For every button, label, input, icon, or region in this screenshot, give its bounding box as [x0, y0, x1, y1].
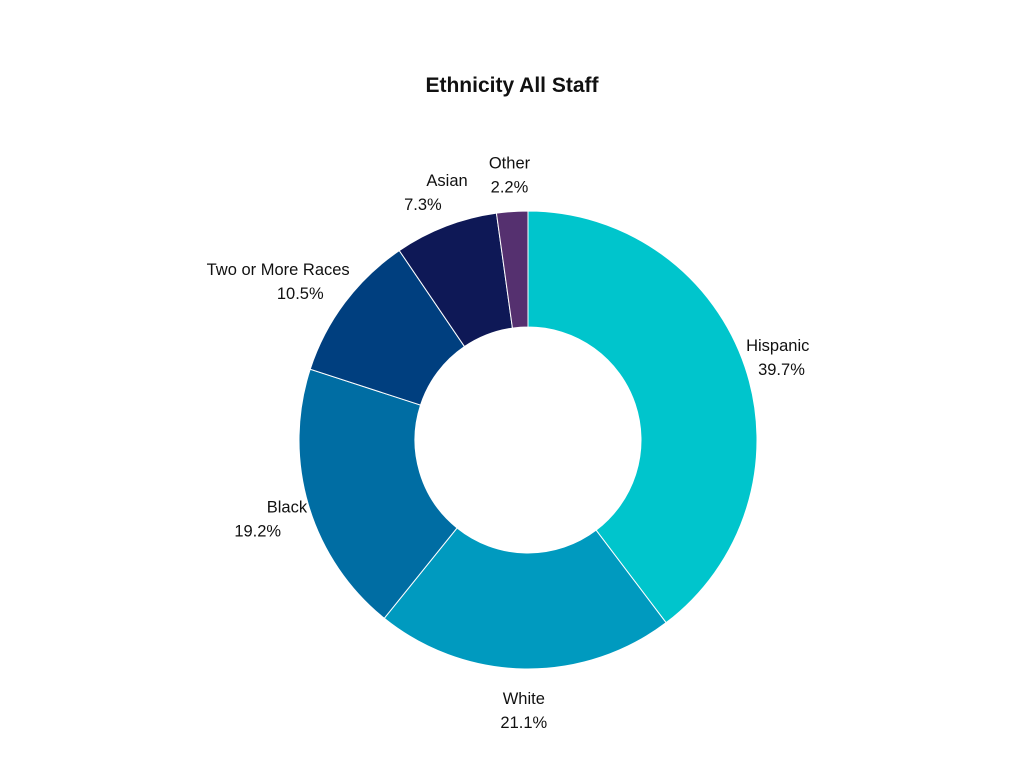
slice-value-hispanic: 39.7%	[758, 361, 805, 379]
slice-label-other: Other 2.2%	[489, 155, 531, 197]
slice-name-black: Black	[267, 498, 308, 516]
slice-name-hispanic: Hispanic	[746, 337, 809, 355]
slice-value-black: 19.2%	[234, 522, 281, 540]
slice-label-asian: Asian 7.3%	[404, 172, 468, 214]
slice-white	[383, 527, 667, 670]
slice-label-hispanic: Hispanic 39.7%	[746, 337, 809, 379]
slice-label-two-or-more-races: Two or More Races 10.5%	[207, 261, 350, 303]
slice-value-white: 21.1%	[500, 714, 547, 732]
slice-value-other: 2.2%	[491, 179, 529, 197]
chart-title: Ethnicity All Staff	[425, 74, 599, 97]
slice-hispanic	[527, 210, 758, 624]
slice-label-white: White 21.1%	[500, 690, 547, 732]
slice-name-other: Other	[489, 155, 531, 173]
slice-name-two-or-more-races: Two or More Races	[207, 261, 350, 279]
slice-value-two-or-more-races: 10.5%	[277, 285, 324, 303]
slice-value-asian: 7.3%	[404, 196, 442, 214]
slice-label-black: Black 19.2%	[234, 498, 308, 540]
slice-black	[298, 368, 458, 619]
slice-name-asian: Asian	[426, 172, 467, 190]
slice-name-white: White	[503, 690, 545, 708]
slice-other	[495, 210, 529, 329]
